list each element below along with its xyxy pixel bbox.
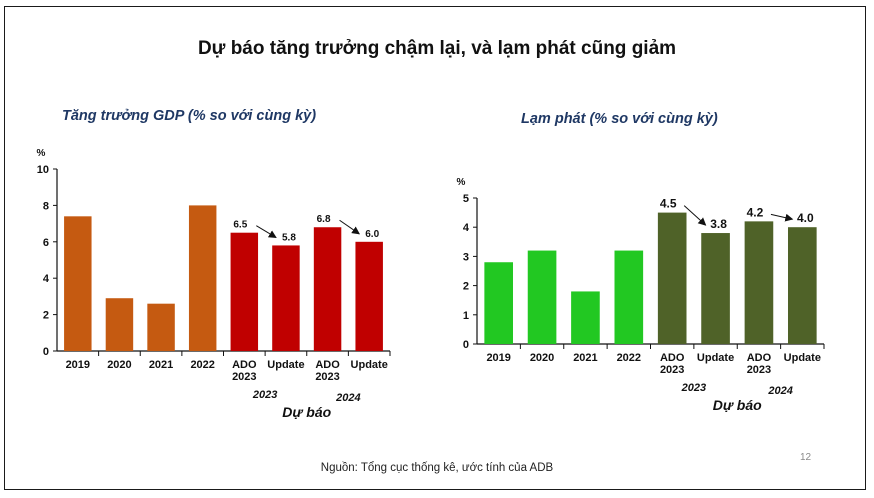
bar-5 <box>272 245 300 351</box>
data-label-6: 4.2 <box>747 205 764 219</box>
x-tick-label: 2020 <box>107 359 131 371</box>
bar-1 <box>527 250 557 344</box>
bar-5 <box>701 233 730 344</box>
change-arrow <box>683 205 707 226</box>
y-tick-label: 4 <box>43 273 50 285</box>
bar-3 <box>614 250 644 344</box>
x-tick-label: 2021 <box>149 359 173 371</box>
bar-6 <box>744 221 774 344</box>
x-tick-label: Update <box>697 352 734 364</box>
data-label-4: 4.5 <box>660 197 677 211</box>
y-tick-label: 5 <box>463 193 469 205</box>
page-number: 12 <box>800 452 812 463</box>
bar-4 <box>657 212 687 344</box>
x-tick-label: ADO <box>232 359 257 371</box>
y-tick-label: 0 <box>463 339 469 351</box>
y-axis-unit-label: % <box>37 148 46 159</box>
source-note: Nguồn: Tổng cục thống kê, ước tính của A… <box>320 462 554 474</box>
x-tick-label: ADO <box>315 359 340 371</box>
group-label-2024: 2024 <box>767 385 792 397</box>
x-tick-label: 2023 <box>660 364 684 376</box>
y-tick-label: 6 <box>43 237 49 249</box>
group-label-2023: 2023 <box>252 389 277 401</box>
group-label-2023: 2023 <box>681 382 706 394</box>
x-tick-label: 2023 <box>315 371 339 383</box>
bar-4 <box>230 232 259 351</box>
y-tick-label: 0 <box>43 346 49 358</box>
x-tick-label: 2021 <box>573 352 597 364</box>
x-tick-label: ADO <box>747 352 772 364</box>
inflation-chart-title: Lạm phát (% so với cùng kỳ) <box>521 111 718 127</box>
bar-0 <box>64 216 92 351</box>
x-tick-label: ADO <box>660 352 685 364</box>
y-tick-label: 1 <box>463 310 469 322</box>
data-label-6: 6.8 <box>317 214 331 225</box>
y-tick-label: 10 <box>37 164 49 176</box>
change-arrow <box>256 225 277 238</box>
group-label-2024: 2024 <box>335 392 360 404</box>
bar-7 <box>787 227 817 344</box>
x-tick-label: 2023 <box>232 371 256 383</box>
slide-title: Dự báo tăng trưởng chậm lại, và lạm phát… <box>197 38 677 59</box>
y-tick-label: 3 <box>463 251 469 263</box>
data-label-4: 6.5 <box>233 220 247 231</box>
data-label-7: 4.0 <box>797 211 814 225</box>
change-arrow <box>770 213 794 222</box>
x-tick-label: 2019 <box>66 359 90 371</box>
x-tick-label: 2020 <box>530 352 554 364</box>
x-tick-label: 2019 <box>486 352 510 364</box>
bar-3 <box>188 205 217 351</box>
y-tick-label: 2 <box>463 281 469 293</box>
x-tick-label: 2023 <box>747 364 771 376</box>
y-tick-label: 4 <box>463 222 470 234</box>
change-arrow <box>339 219 361 235</box>
data-label-5: 3.8 <box>710 217 727 231</box>
y-axis-unit-label: % <box>457 177 466 188</box>
x-tick-label: Update <box>784 352 821 364</box>
bar-1 <box>105 298 134 351</box>
data-label-5: 5.8 <box>282 232 296 243</box>
data-label-7: 6.0 <box>365 229 379 240</box>
bar-2 <box>571 291 600 344</box>
bar-2 <box>147 303 175 351</box>
x-tick-label: Update <box>351 359 388 371</box>
forecast-label: Dự báo <box>282 404 331 420</box>
x-tick-label: 2022 <box>190 359 214 371</box>
x-tick-label: 2022 <box>617 352 641 364</box>
y-tick-label: 8 <box>43 200 49 212</box>
forecast-label: Dự báo <box>713 397 762 413</box>
x-tick-label: Update <box>267 359 304 371</box>
bar-0 <box>484 262 514 344</box>
gdp-chart-title: Tăng trưởng GDP (% so với cùng kỳ) <box>62 108 317 124</box>
y-tick-label: 2 <box>43 310 49 322</box>
bar-7 <box>355 241 383 351</box>
bar-6 <box>313 227 342 351</box>
